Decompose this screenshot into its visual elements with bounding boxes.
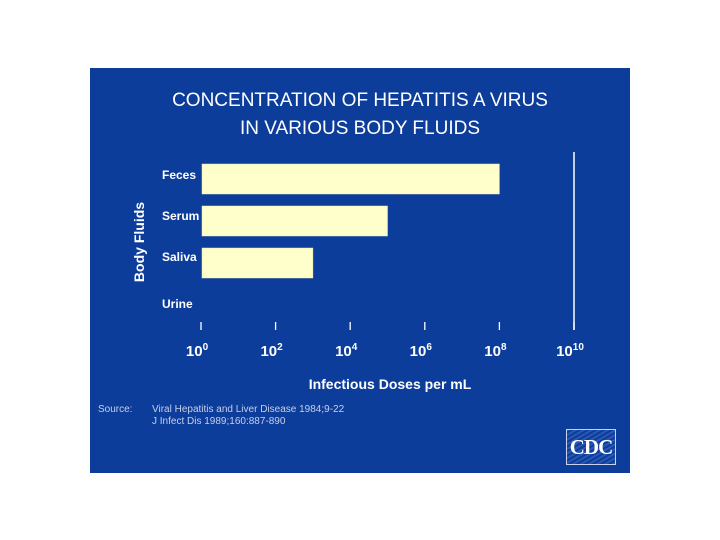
category-label-feces: Feces: [162, 168, 196, 182]
x-tick-label-2: 102: [260, 342, 283, 360]
plot-area: Feces Serum Saliva Urine 100 102 104 106 108 1010: [162, 152, 584, 360]
bar-feces: [201, 163, 500, 195]
y-axis-label: Body Fluids: [131, 202, 147, 282]
x-tick-label-10: 1010: [556, 342, 584, 360]
cdc-logo: CDC: [566, 429, 616, 465]
chart-title-line-2: IN VARIOUS BODY FLUIDS: [240, 118, 480, 139]
x-axis-label: Infectious Doses per mL: [309, 376, 472, 392]
category-label-serum: Serum: [162, 209, 199, 223]
category-label-saliva: Saliva: [162, 250, 197, 264]
bar-serum: [201, 205, 388, 237]
source-line-2: J Infect Dis 1989;160:887-890: [152, 416, 286, 427]
source-label: Source:: [98, 404, 132, 415]
category-label-urine: Urine: [162, 297, 193, 311]
x-tick-label-4: 104: [335, 342, 358, 360]
cdc-logo-text: CDC: [569, 434, 613, 459]
x-tick-label-8: 108: [484, 342, 507, 360]
chart: CONCENTRATION OF HEPATITIS A VIRUS IN VA…: [98, 90, 584, 427]
chart-title-line-1: CONCENTRATION OF HEPATITIS A VIRUS: [172, 90, 548, 111]
bar-saliva: [201, 247, 314, 279]
slide: CONCENTRATION OF HEPATITIS A VIRUS IN VA…: [90, 68, 630, 473]
x-tick-label-0: 100: [186, 342, 209, 360]
x-tick-label-6: 106: [410, 342, 433, 360]
source-line-1: Viral Hepatitis and Liver Disease 1984;9…: [152, 404, 345, 415]
